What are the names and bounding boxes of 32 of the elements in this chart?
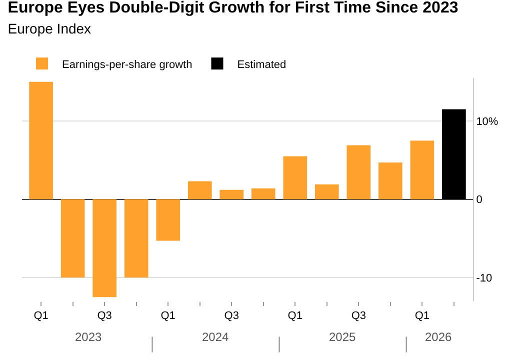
bar (92, 199, 116, 298)
x-tick-label: Q3 (97, 310, 112, 322)
bar (251, 188, 276, 200)
text: 2023 (75, 330, 102, 344)
bar (124, 199, 148, 278)
bar (220, 190, 244, 200)
text: 2026 (425, 330, 452, 344)
x-tick-label: Q1 (34, 310, 48, 322)
bar (442, 109, 466, 200)
y-tick-label: -10 (476, 272, 492, 284)
x-tick-label: Q3 (224, 310, 239, 322)
legend-label: Estimated (237, 58, 286, 71)
x-tick-label: Q1 (288, 310, 302, 322)
text: 2024 (202, 330, 230, 344)
legend-label: Earnings-per-share growth (62, 58, 192, 71)
bar (378, 162, 402, 200)
bar (346, 145, 371, 200)
bar (60, 199, 85, 278)
bar (188, 181, 212, 200)
bar (410, 140, 434, 200)
bar (314, 184, 339, 200)
x-tick-label: Q1 (160, 310, 176, 322)
chart-subtitle: Europe Index (8, 20, 92, 36)
chart-title: Europe Eyes Double-Digit Growth for First Time Since 2023 (8, 0, 458, 17)
text: 2025 (329, 330, 356, 344)
bar (156, 199, 180, 241)
x-tick-label: Q1 (414, 310, 430, 322)
bar (29, 82, 53, 200)
bar (283, 156, 308, 200)
x-tick-label: Q3 (351, 310, 366, 322)
y-tick-label: 0 (476, 194, 482, 206)
y-tick-label: 10% (476, 116, 498, 128)
